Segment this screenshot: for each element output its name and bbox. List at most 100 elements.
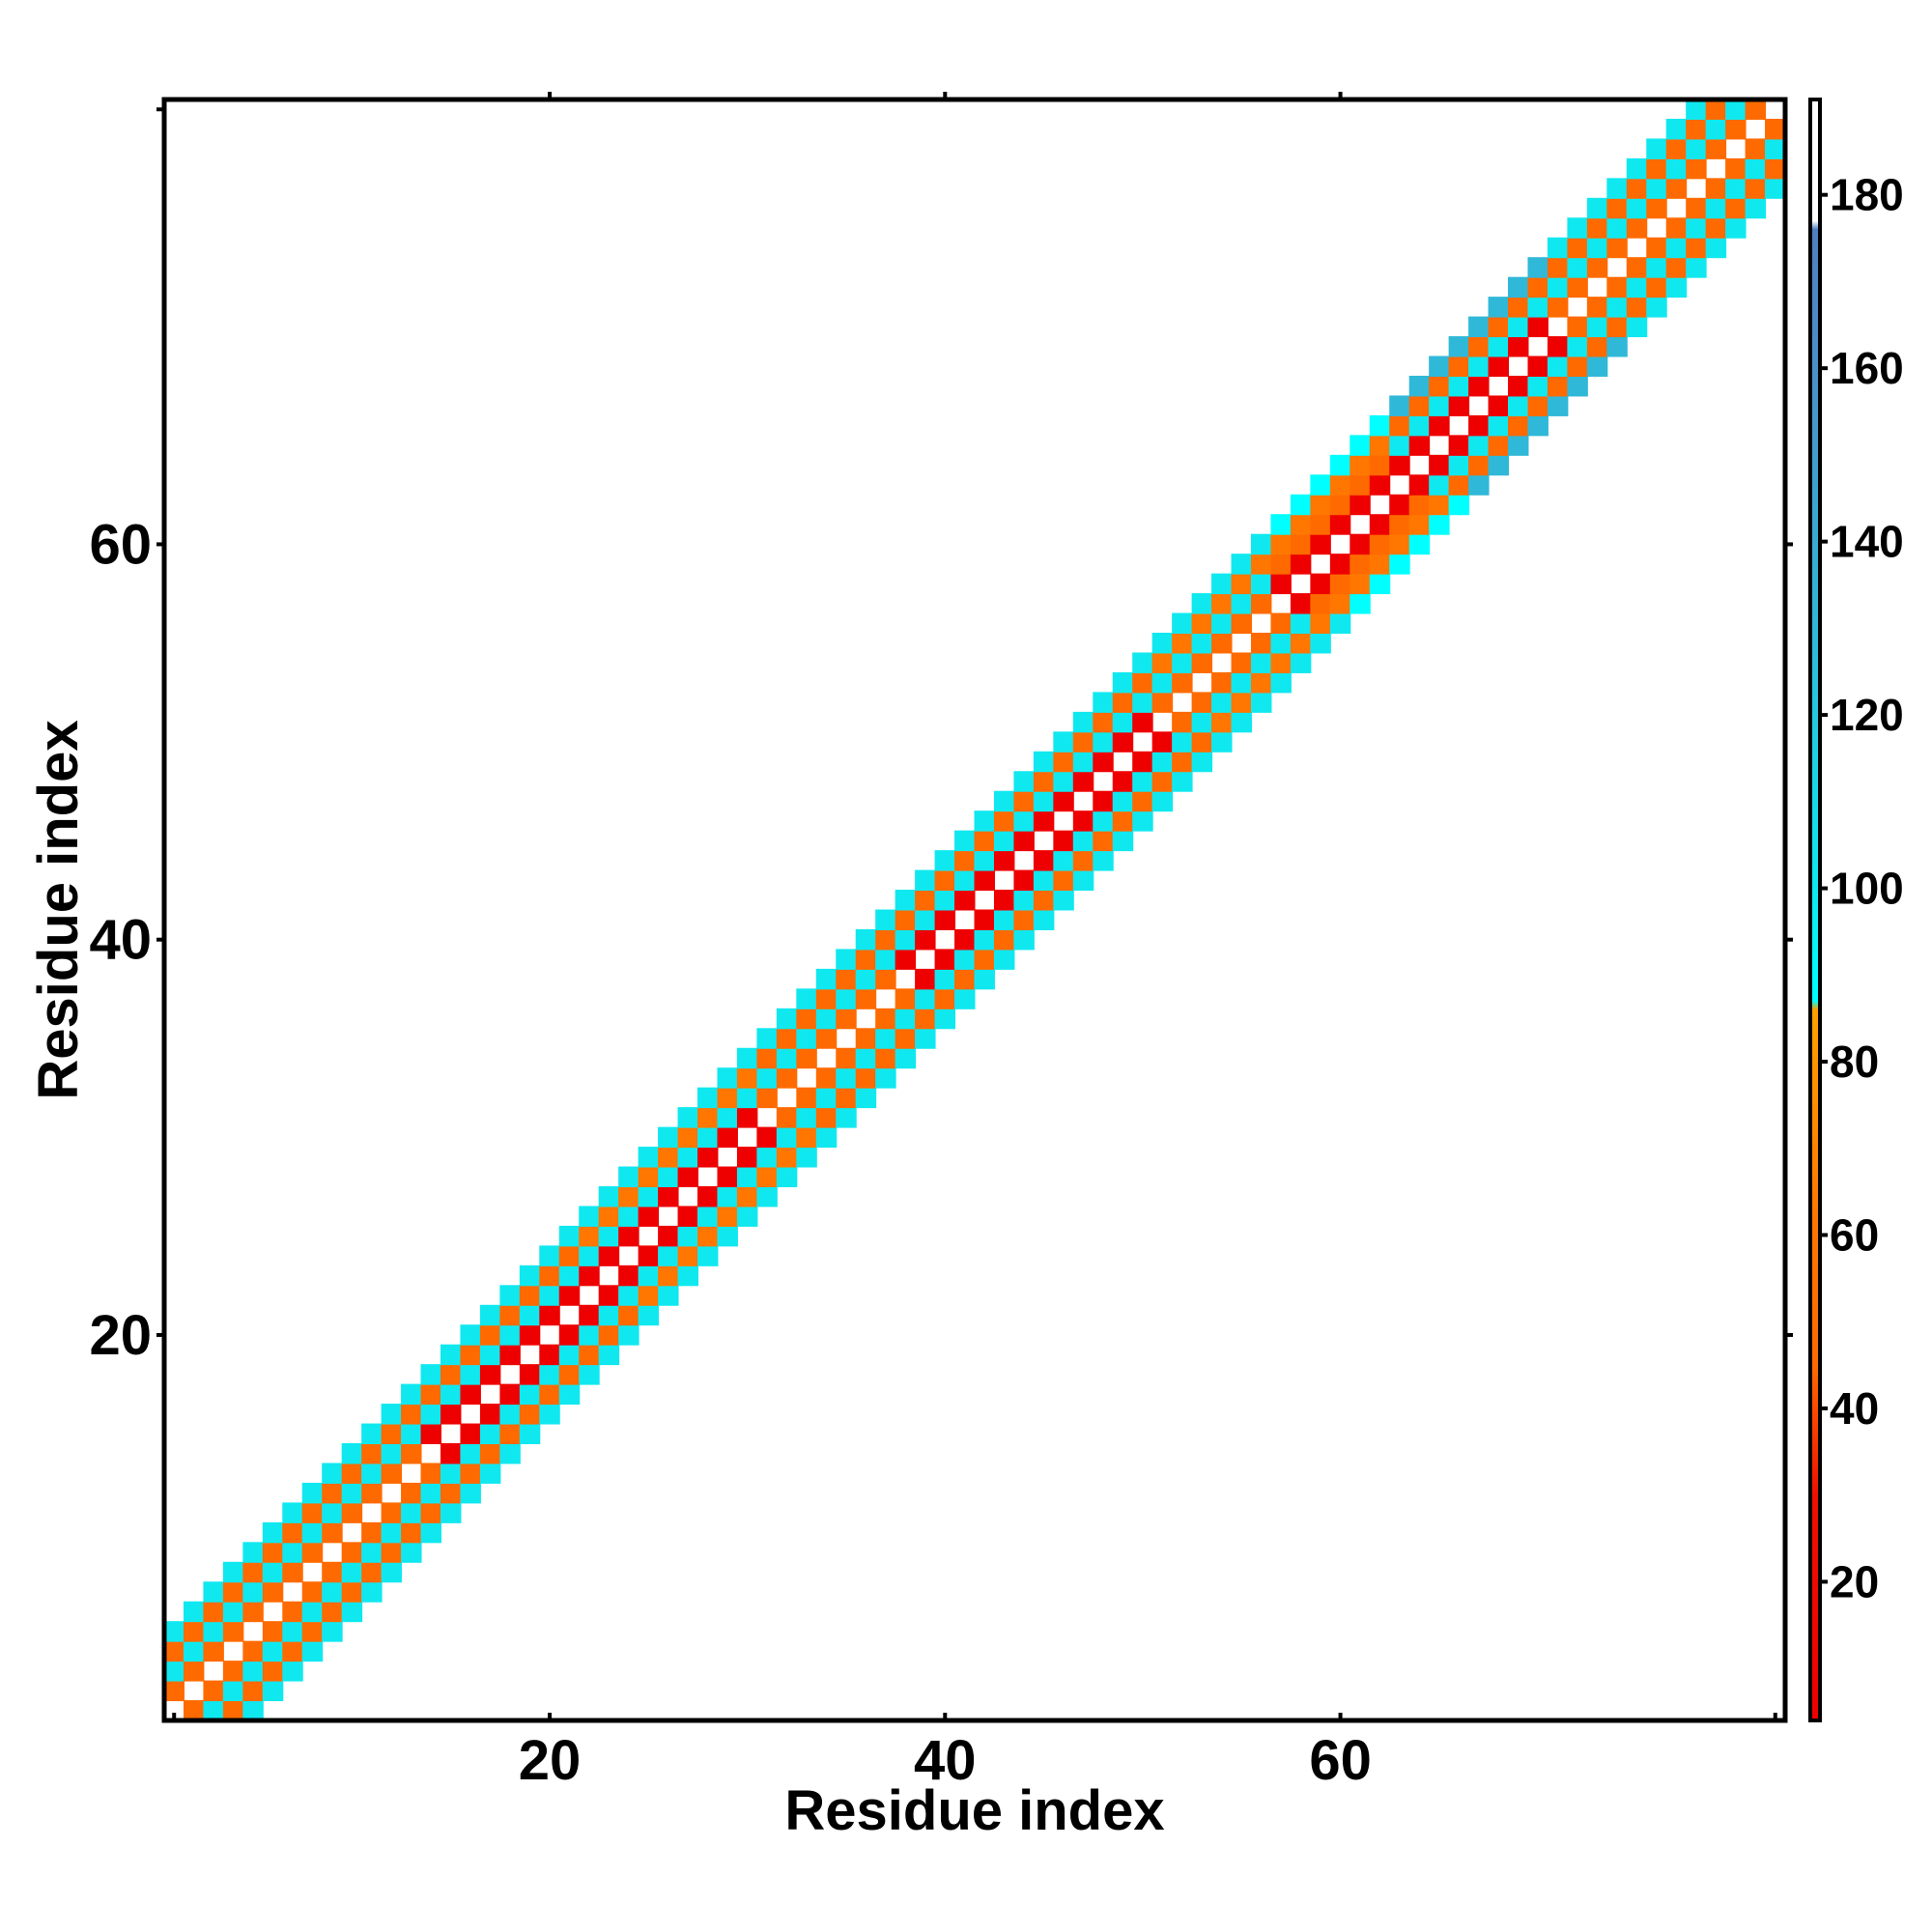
heatmap-cell [1013, 909, 1035, 930]
heatmap-cell [242, 1581, 264, 1603]
heatmap-cell [618, 1185, 639, 1208]
heatmap-cell [1408, 375, 1431, 397]
heatmap-cell [1310, 573, 1331, 595]
heatmap-cell [361, 1561, 383, 1583]
heatmap-cell [1745, 197, 1767, 219]
heatmap-cell [1191, 711, 1213, 733]
heatmap-cell [1191, 633, 1213, 654]
heatmap-cell [1290, 533, 1312, 555]
heatmap-cell [203, 1640, 224, 1662]
heatmap-cell [1290, 633, 1312, 654]
heatmap-cell [1547, 297, 1569, 318]
colorbar-tick-label: 20 [1830, 1556, 1879, 1606]
heatmap-cell [1665, 217, 1688, 239]
heatmap-cell [301, 1621, 324, 1642]
heatmap-cell [697, 1185, 719, 1208]
heatmap-cell [341, 1581, 363, 1603]
heatmap-cell [875, 1067, 896, 1089]
heatmap-cell [1606, 276, 1628, 298]
heatmap-cell [1369, 435, 1391, 456]
heatmap-cell [756, 1087, 778, 1109]
heatmap-cell [1665, 257, 1688, 278]
heatmap-cell [836, 988, 857, 1009]
heatmap-cell [1231, 612, 1252, 635]
heatmap-cell [282, 1542, 303, 1563]
heatmap-cell [875, 949, 896, 970]
heatmap-cell [1191, 751, 1213, 773]
heatmap-cell [756, 1147, 778, 1168]
heatmap-cell [460, 1482, 481, 1504]
heatmap-cell [1093, 711, 1114, 733]
heatmap-cell [1053, 869, 1074, 892]
heatmap-cell [1488, 355, 1510, 377]
heatmap-cell [1567, 276, 1588, 298]
heatmap-cell [322, 1463, 343, 1484]
heatmap-cell [954, 928, 976, 951]
heatmap-cell [974, 850, 995, 871]
heatmap-cell [519, 1324, 541, 1346]
heatmap-cell [1646, 178, 1667, 199]
colorbar-tick-label: 80 [1830, 1037, 1879, 1087]
heatmap-cell [1586, 197, 1608, 219]
heatmap-cell [1567, 375, 1588, 397]
heatmap-cell [1527, 375, 1548, 397]
heatmap-cell [1191, 692, 1213, 713]
heatmap-cell [1429, 474, 1450, 496]
heatmap-cell [222, 1680, 244, 1702]
heatmap-cell [855, 1087, 877, 1109]
heatmap-cell [163, 1621, 185, 1642]
heatmap-cell [1408, 494, 1431, 516]
heatmap-cell [796, 1126, 817, 1149]
heatmap-cell [301, 1502, 324, 1523]
heatmap-cell [1350, 573, 1371, 595]
heatmap-cell [420, 1482, 441, 1504]
heatmap-cell [242, 1680, 264, 1702]
heatmap-cell [1270, 612, 1292, 635]
heatmap-cell [697, 1206, 719, 1227]
heatmap-cell [796, 988, 817, 1009]
heatmap-cell [1665, 118, 1688, 140]
heatmap-cell [401, 1404, 422, 1425]
heatmap-cell [1151, 771, 1174, 792]
heatmap-cell [895, 949, 917, 970]
heatmap-cell [756, 1047, 778, 1069]
heatmap-cell [1705, 138, 1727, 159]
heatmap-cell [519, 1285, 541, 1306]
heatmap-cell [1429, 494, 1450, 516]
heatmap-cell [934, 909, 956, 930]
heatmap-cell [282, 1521, 303, 1544]
heatmap-cell [1053, 850, 1074, 871]
heatmap-cell [993, 790, 1015, 812]
heatmap-cell [855, 1047, 877, 1069]
heatmap-cell [697, 1087, 719, 1109]
heatmap-cell [1389, 414, 1410, 437]
heatmap-cell [736, 1147, 758, 1168]
heatmap-cell [401, 1423, 422, 1445]
heatmap-cell [1132, 751, 1153, 773]
heatmap-cell [262, 1661, 284, 1682]
heatmap-cell [1606, 237, 1628, 259]
heatmap-cell [579, 1264, 600, 1287]
heatmap-cell [1646, 257, 1667, 278]
heatmap-cell [1033, 751, 1055, 773]
heatmap-cell [322, 1601, 343, 1623]
heatmap-cell [875, 909, 896, 930]
heatmap-cell [1350, 454, 1371, 476]
heatmap-cell [1468, 355, 1490, 377]
heatmap-cell [993, 850, 1015, 871]
heatmap-cell [875, 968, 896, 990]
heatmap-cell [1290, 593, 1312, 614]
heatmap-cell [1132, 711, 1153, 733]
heatmap-cell [677, 1107, 699, 1128]
heatmap-cell [1172, 612, 1193, 635]
heatmap-cell [618, 1225, 639, 1247]
heatmap-cell [1369, 514, 1391, 535]
heatmap-cell [1013, 869, 1035, 892]
heatmap-cell [1112, 771, 1134, 792]
heatmap-cell [756, 1126, 778, 1149]
heatmap-cell [954, 988, 976, 1009]
heatmap-cell [1508, 276, 1529, 298]
heatmap-cell [598, 1285, 620, 1306]
heatmap-cell [638, 1285, 660, 1306]
heatmap-cell [539, 1404, 560, 1425]
